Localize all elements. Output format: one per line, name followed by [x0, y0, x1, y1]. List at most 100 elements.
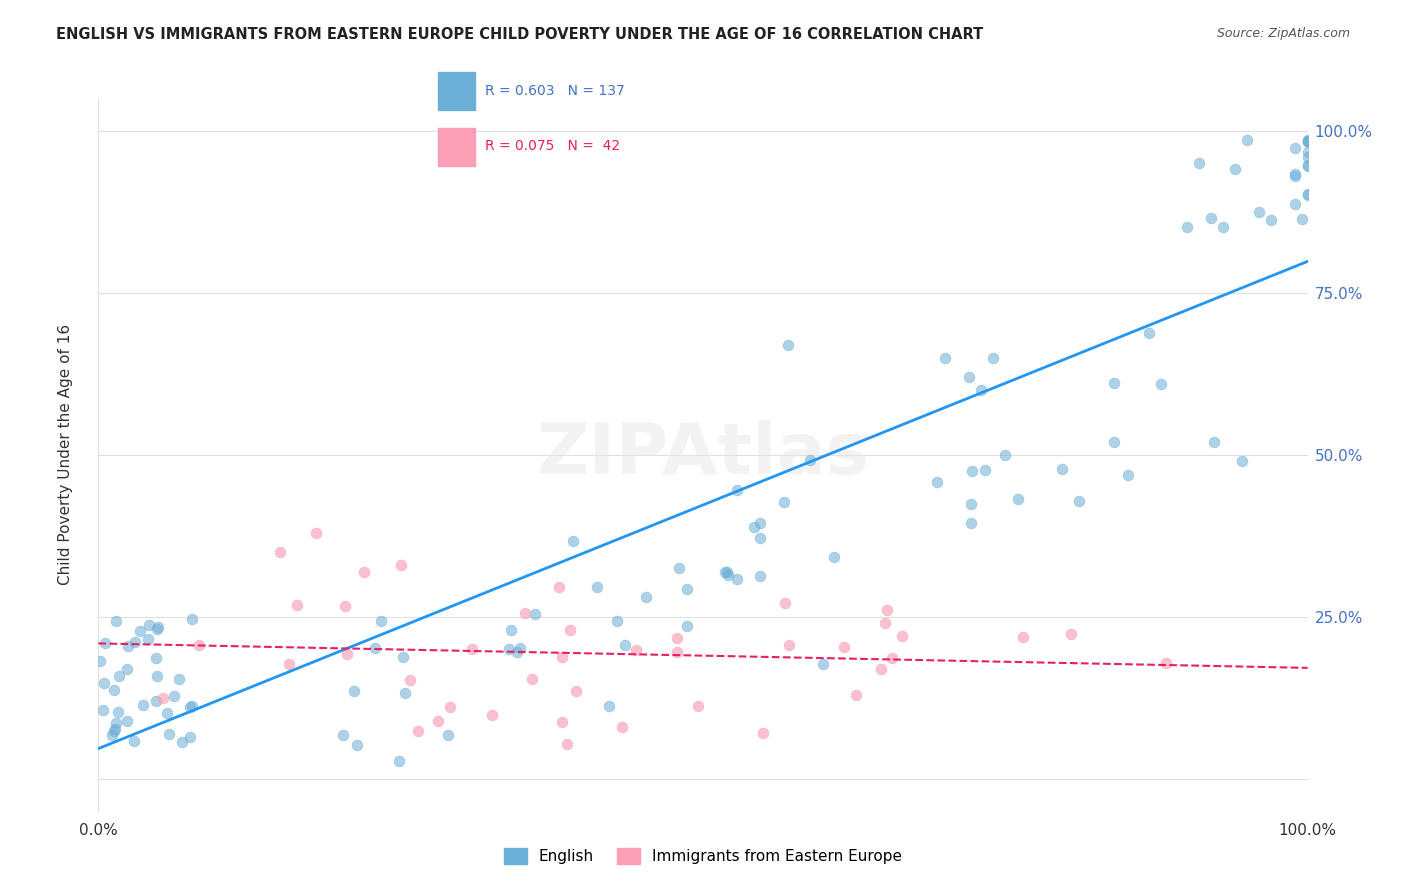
English [586, 581, 609, 595]
Immigrants from Eastern Europe [269, 545, 291, 559]
English [1116, 468, 1139, 483]
English [498, 642, 520, 657]
English [981, 351, 1004, 365]
English [107, 705, 129, 719]
Bar [439, 72, 475, 110]
Immigrants from Eastern Europe [880, 651, 903, 665]
Immigrants from Eastern Europe [1011, 631, 1033, 645]
English [748, 531, 770, 545]
English [717, 567, 740, 582]
English [1284, 169, 1306, 184]
Immigrants from Eastern Europe [551, 714, 574, 729]
English [145, 693, 167, 707]
English [1202, 434, 1225, 449]
English [811, 657, 834, 672]
English [1260, 212, 1282, 227]
English [1223, 161, 1246, 176]
English [716, 565, 738, 579]
English [799, 453, 821, 467]
English [392, 649, 415, 664]
English [773, 494, 796, 508]
English [960, 464, 983, 478]
Immigrants from Eastern Europe [481, 708, 503, 723]
English [925, 475, 948, 489]
Immigrants from Eastern Europe [461, 642, 484, 657]
Immigrants from Eastern Europe [187, 638, 209, 652]
Immigrants from Eastern Europe [778, 639, 800, 653]
English [613, 638, 636, 652]
English [115, 662, 138, 676]
Immigrants from Eastern Europe [873, 615, 896, 630]
English [598, 699, 620, 714]
Immigrants from Eastern Europe [688, 699, 710, 714]
English [163, 690, 186, 704]
English [104, 722, 127, 736]
Immigrants from Eastern Europe [1154, 656, 1177, 670]
English [1102, 376, 1125, 390]
Text: Source: ZipAtlas.com: Source: ZipAtlas.com [1216, 27, 1350, 40]
English [1284, 167, 1306, 181]
English [332, 728, 354, 742]
English [93, 675, 115, 690]
English [501, 623, 523, 637]
English [1188, 156, 1211, 170]
English [506, 645, 529, 659]
English [117, 640, 139, 654]
English [1102, 434, 1125, 449]
English [93, 636, 115, 650]
English [742, 520, 765, 534]
English [370, 614, 392, 628]
English [388, 755, 411, 769]
Immigrants from Eastern Europe [624, 643, 647, 657]
Immigrants from Eastern Europe [870, 661, 893, 675]
English [146, 620, 169, 634]
English [124, 635, 146, 649]
English [89, 654, 111, 668]
English [974, 463, 997, 477]
English [179, 730, 201, 744]
Immigrants from Eastern Europe [398, 673, 420, 687]
Immigrants from Eastern Europe [278, 657, 301, 671]
English [1284, 197, 1306, 211]
English [524, 607, 547, 621]
English [172, 735, 194, 749]
English [108, 669, 131, 683]
English [957, 370, 980, 384]
English [1296, 159, 1319, 173]
Bar [439, 128, 475, 166]
English [1296, 187, 1319, 202]
Immigrants from Eastern Europe [285, 598, 308, 612]
English [1236, 133, 1258, 147]
Immigrants from Eastern Europe [666, 645, 689, 659]
English [1050, 462, 1073, 476]
English [960, 497, 983, 511]
English [181, 699, 204, 714]
English [145, 651, 167, 665]
English [180, 612, 202, 626]
English [934, 351, 956, 365]
English [714, 565, 737, 579]
Immigrants from Eastern Europe [560, 623, 582, 637]
English [1175, 220, 1198, 235]
English [1296, 145, 1319, 159]
English [1296, 135, 1319, 149]
English [994, 448, 1017, 462]
Immigrants from Eastern Europe [305, 525, 328, 540]
English [776, 337, 799, 351]
Immigrants from Eastern Europe [520, 672, 543, 686]
English [1296, 186, 1319, 201]
English [167, 673, 190, 687]
English [1296, 150, 1319, 164]
English [1296, 134, 1319, 148]
English [103, 682, 125, 697]
Immigrants from Eastern Europe [389, 558, 412, 573]
English [145, 622, 167, 636]
English [1212, 219, 1234, 234]
English [1296, 158, 1319, 172]
English [1296, 133, 1319, 147]
Immigrants from Eastern Europe [665, 632, 688, 646]
English [725, 572, 748, 586]
English [675, 618, 697, 632]
English [725, 483, 748, 498]
Immigrants from Eastern Europe [427, 714, 450, 728]
